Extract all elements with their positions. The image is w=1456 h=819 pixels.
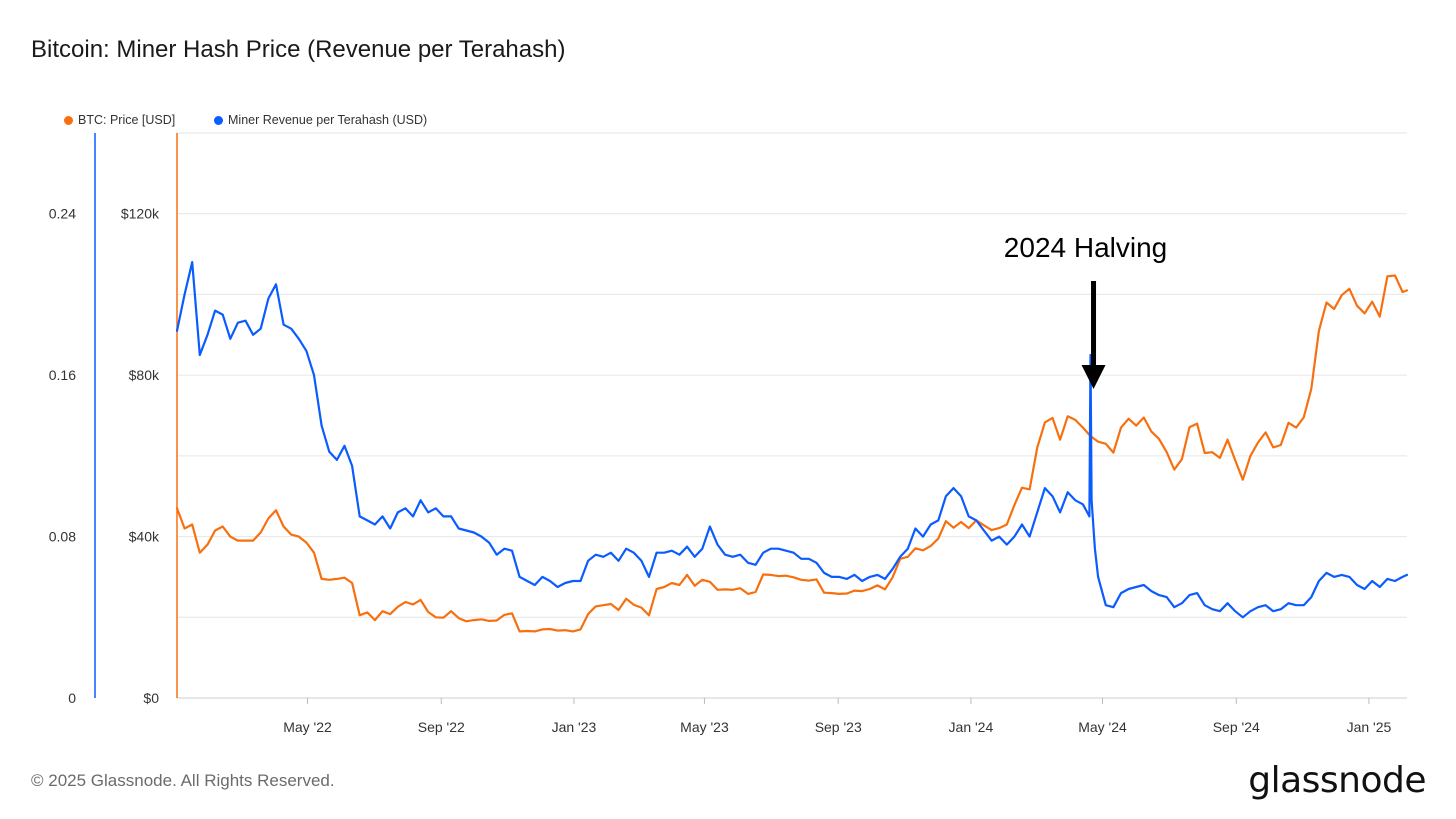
x-tick-label: Sep '24 — [1213, 719, 1260, 735]
glassnode-logo[interactable]: glassnode — [1248, 760, 1426, 801]
y-tick-label-price: $80k — [129, 367, 160, 383]
halving-annotation-label: 2024 Halving — [1004, 232, 1167, 263]
grid-lines — [177, 132, 1407, 618]
y-tick-label-price: $0 — [143, 690, 159, 706]
x-tick-label: May '22 — [283, 719, 332, 735]
legend-dot-blue — [214, 115, 223, 125]
halving-arrow-head — [1081, 365, 1106, 389]
copyright-notice: © 2025 Glassnode. All Rights Reserved. — [31, 771, 335, 790]
annotation-layer: 2024 Halving — [1004, 232, 1167, 389]
legend-item-btc-price[interactable]: BTC: Price [USD] — [64, 113, 175, 127]
x-tick-label: Sep '23 — [815, 719, 862, 735]
legend-dot-orange — [64, 115, 73, 125]
x-tick-label: Sep '22 — [418, 719, 465, 735]
y-tick-label-hashprice: 0.08 — [49, 529, 76, 545]
legend-item-hashprice[interactable]: Miner Revenue per Terahash (USD) — [214, 113, 427, 127]
btc-price-line — [175, 274, 1409, 633]
x-tick-label: Jan '24 — [949, 719, 994, 735]
chart-title: Bitcoin: Miner Hash Price (Revenue per T… — [31, 36, 566, 63]
y-tick-label-hashprice: 0 — [68, 690, 76, 706]
x-tick-label: Jan '23 — [552, 719, 597, 735]
series-layer — [175, 261, 1409, 633]
x-tick-label: May '23 — [680, 719, 729, 735]
hashprice-line — [175, 261, 1409, 619]
legend-label-hashprice: Miner Revenue per Terahash (USD) — [228, 113, 428, 127]
y-tick-label-hashprice: 0.16 — [49, 367, 76, 383]
legend-label-btc-price: BTC: Price [USD] — [78, 113, 176, 127]
x-tick-label: Jan '25 — [1347, 719, 1392, 735]
y-tick-label-price: $40k — [129, 529, 160, 545]
y-tick-label-price: $120k — [121, 206, 160, 222]
y-tick-label-hashprice: 0.24 — [49, 206, 76, 222]
axes: 0 0.08 0.16 0.24 $0 $40k $80k $120k May '22 Sep '… — [49, 133, 1407, 735]
x-tick-label: May '24 — [1078, 719, 1127, 735]
